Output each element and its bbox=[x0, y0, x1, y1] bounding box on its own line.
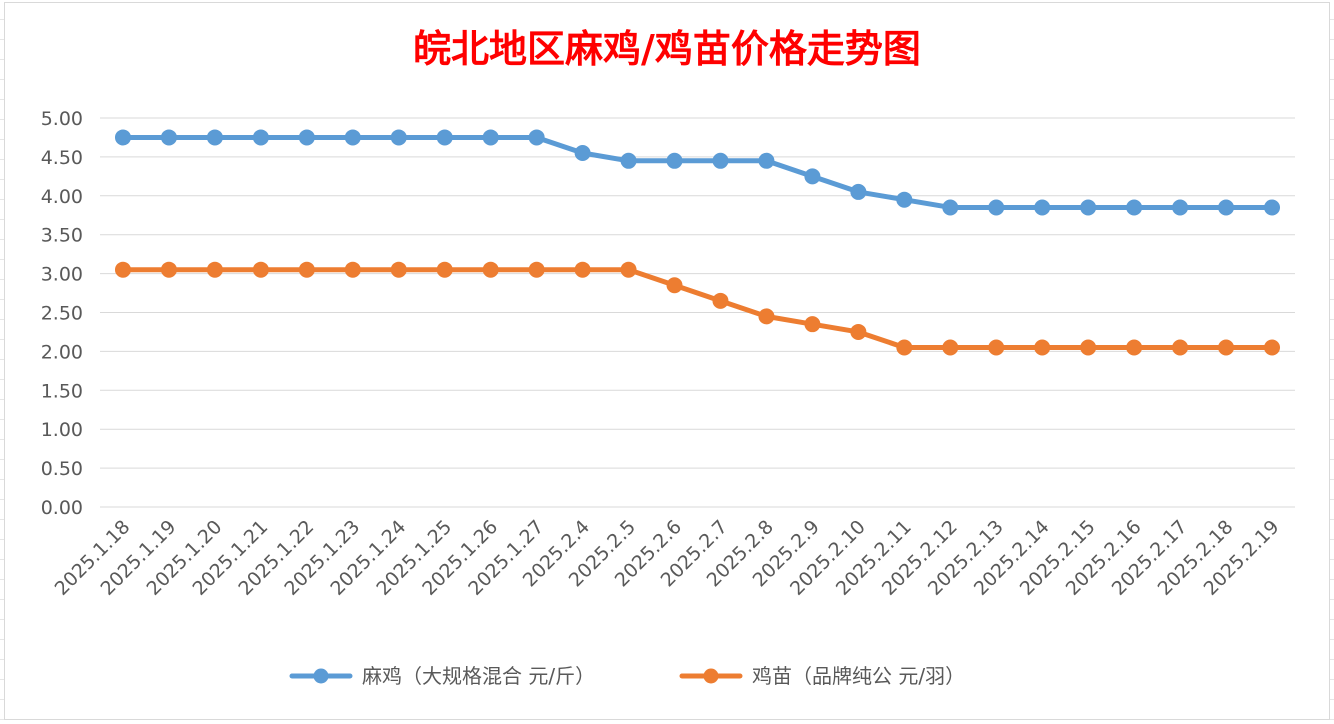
data-point bbox=[482, 261, 499, 278]
data-point bbox=[804, 168, 821, 185]
sheet-gridlines-left bbox=[0, 0, 4, 724]
series-2 bbox=[114, 261, 1281, 356]
data-point bbox=[666, 277, 683, 294]
legend-label: 麻鸡（大规格混合 元/斤） bbox=[362, 664, 595, 688]
data-point bbox=[1080, 199, 1097, 216]
legend-item-2: 鸡苗（品牌纯公 元/羽） bbox=[679, 664, 965, 688]
data-point bbox=[390, 261, 407, 278]
series-line bbox=[120, 267, 1275, 351]
x-axis-ticks: 2025.1.182025.1.192025.1.202025.1.212025… bbox=[51, 516, 1284, 600]
data-point bbox=[436, 261, 453, 278]
data-point bbox=[528, 261, 545, 278]
data-point bbox=[666, 152, 683, 169]
data-point bbox=[804, 316, 821, 333]
gridlines bbox=[100, 117, 1295, 508]
data-point bbox=[114, 261, 131, 278]
data-point bbox=[344, 129, 361, 146]
data-point bbox=[1126, 199, 1143, 216]
data-point bbox=[298, 129, 315, 146]
sheet-gridlines-right bbox=[1330, 0, 1334, 724]
data-point bbox=[1126, 339, 1143, 356]
legend-item-1: 麻鸡（大规格混合 元/斤） bbox=[289, 664, 595, 688]
data-point bbox=[1034, 339, 1051, 356]
series-line bbox=[120, 134, 1275, 210]
legend-marker bbox=[313, 668, 329, 684]
chart-title: 皖北地区麻鸡/鸡苗价格走势图 bbox=[413, 26, 921, 71]
data-point bbox=[712, 152, 729, 169]
data-point bbox=[758, 152, 775, 169]
data-point bbox=[988, 339, 1005, 356]
data-point bbox=[620, 261, 637, 278]
data-point bbox=[528, 129, 545, 146]
data-point bbox=[344, 261, 361, 278]
y-tick-label: 5.00 bbox=[41, 108, 83, 130]
y-tick-label: 4.50 bbox=[41, 147, 83, 169]
legend: 麻鸡（大规格混合 元/斤） 鸡苗（品牌纯公 元/羽） bbox=[289, 664, 965, 688]
data-point bbox=[620, 152, 637, 169]
data-point bbox=[206, 129, 223, 146]
data-point bbox=[758, 308, 775, 325]
y-tick-label: 0.00 bbox=[41, 497, 83, 519]
data-point bbox=[1172, 199, 1189, 216]
chart-area[interactable] bbox=[4, 2, 1330, 720]
y-tick-label: 0.50 bbox=[41, 458, 83, 480]
series-lines bbox=[114, 129, 1281, 356]
data-point bbox=[850, 323, 867, 340]
y-tick-label: 3.50 bbox=[41, 225, 83, 247]
data-point bbox=[1264, 339, 1281, 356]
data-point bbox=[574, 145, 591, 162]
data-point bbox=[1264, 199, 1281, 216]
y-tick-label: 1.00 bbox=[41, 419, 83, 441]
data-point bbox=[114, 129, 131, 146]
legend-marker bbox=[703, 668, 719, 684]
data-point bbox=[252, 261, 269, 278]
y-tick-label: 4.00 bbox=[41, 186, 83, 208]
data-point bbox=[942, 199, 959, 216]
data-point bbox=[896, 339, 913, 356]
data-point bbox=[896, 191, 913, 208]
data-point bbox=[850, 183, 867, 200]
data-point bbox=[1080, 339, 1097, 356]
data-point bbox=[712, 292, 729, 309]
data-point bbox=[482, 129, 499, 146]
data-point bbox=[942, 339, 959, 356]
data-point bbox=[1034, 199, 1051, 216]
y-tick-label: 2.00 bbox=[41, 341, 83, 363]
data-point bbox=[1218, 339, 1235, 356]
y-tick-label: 3.00 bbox=[41, 264, 83, 286]
data-point bbox=[252, 129, 269, 146]
data-point bbox=[298, 261, 315, 278]
data-point bbox=[390, 129, 407, 146]
data-point bbox=[1218, 199, 1235, 216]
data-point bbox=[160, 261, 177, 278]
y-axis-ticks: 0.00 0.50 1.00 1.50 2.00 2.50 3.00 3.50 4.00 4.50… bbox=[41, 108, 83, 519]
data-point bbox=[574, 261, 591, 278]
y-tick-label: 1.50 bbox=[41, 380, 83, 402]
data-point bbox=[1172, 339, 1189, 356]
series-1 bbox=[114, 129, 1281, 216]
legend-label: 鸡苗（品牌纯公 元/羽） bbox=[752, 664, 965, 688]
data-point bbox=[988, 199, 1005, 216]
data-point bbox=[160, 129, 177, 146]
data-point bbox=[206, 261, 223, 278]
y-tick-label: 2.50 bbox=[41, 303, 83, 325]
data-point bbox=[436, 129, 453, 146]
